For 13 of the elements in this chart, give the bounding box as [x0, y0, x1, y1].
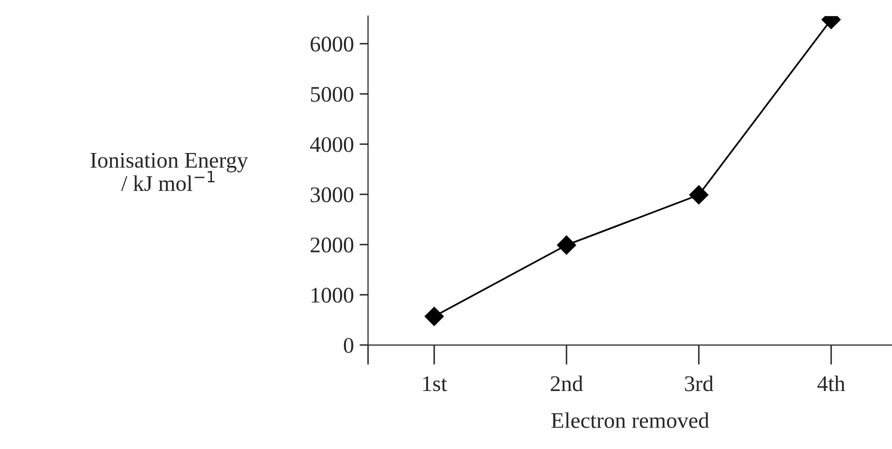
x-tick-label: 4th — [817, 376, 846, 392]
y-tick-label: 3000 — [310, 187, 354, 202]
x-tick-label: 1st — [423, 376, 448, 392]
y-tick-label: 2000 — [310, 238, 354, 252]
y-tick-label: 4000 — [310, 137, 354, 152]
y-tick-label: 6000 — [310, 36, 354, 52]
y-tick-label: 5000 — [311, 86, 354, 102]
y-tick-label: 0 — [344, 338, 354, 353]
y-tick-label: 1000 — [312, 288, 354, 303]
y-axis-title: Ionisation Energy / kJ mol$^{−1}$ — [90, 152, 248, 192]
x-tick-label: 2nd — [550, 376, 583, 392]
x-axis-title: Electron removed — [551, 412, 710, 428]
x-tick-label: 3rd — [685, 376, 714, 392]
